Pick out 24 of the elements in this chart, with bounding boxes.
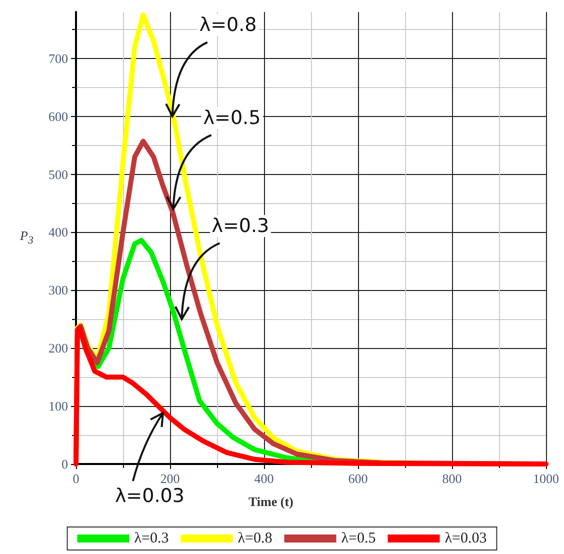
y-tick-label: 200 — [48, 340, 68, 356]
annotation: λ=0.8 — [197, 14, 259, 36]
legend-label: λ=0.8 — [238, 530, 272, 546]
y-tick-label: 100 — [48, 398, 68, 414]
legend-label: λ=0.03 — [444, 530, 487, 546]
y-tick-label: 600 — [48, 108, 68, 124]
y-tick-label: 0 — [62, 456, 68, 472]
y-tick-label: 700 — [48, 50, 68, 66]
x-tick-label: 200 — [160, 471, 180, 486]
y-tick-label: 500 — [48, 166, 68, 182]
x-tick-label: 600 — [348, 471, 368, 486]
y-axis-title: P$_{3}$ — [20, 228, 34, 247]
x-tick-label: 400 — [254, 471, 274, 486]
legend-label: λ=0.5 — [341, 530, 376, 546]
y-tick-label: 300 — [48, 282, 68, 298]
x-axis-title: Time (t) — [248, 494, 294, 510]
annotation: λ=0.5 — [201, 107, 263, 130]
annotation: λ=0.3 — [210, 215, 272, 238]
annotation: λ=0.03 — [112, 485, 186, 507]
y-tick-label: 400 — [48, 224, 68, 240]
legend-label: λ=0.3 — [134, 530, 169, 546]
x-tick-label: 0 — [72, 471, 80, 486]
x-tick-label: 800 — [442, 471, 462, 486]
x-tick-label: 1000 — [533, 471, 559, 486]
